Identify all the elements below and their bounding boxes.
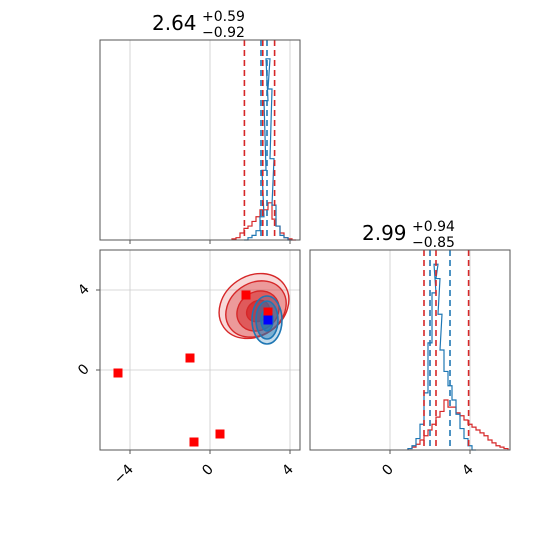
- svg-text:+0.59: +0.59: [202, 9, 245, 25]
- x-tick-label: 0: [379, 462, 397, 480]
- panel-title: 2.99 +0.94−0.85: [362, 219, 455, 251]
- svg-text:+0.94: +0.94: [412, 219, 455, 235]
- red-marker: [241, 290, 251, 300]
- axes-frame: [99, 39, 301, 241]
- blue-histogram: [244, 58, 292, 241]
- red-marker: [113, 368, 123, 378]
- x-tick-label: 4: [459, 461, 477, 479]
- x-tick-label: 0: [199, 462, 217, 480]
- scatter-panel-bottom-left: −4 0 4 0 4: [75, 249, 301, 487]
- svg-text:−0.92: −0.92: [202, 25, 245, 41]
- red-histogram: [407, 399, 509, 450]
- svg-text:−0.85: −0.85: [412, 235, 455, 251]
- y-tick-label: 4: [75, 281, 93, 299]
- panel-title: 2.64 +0.59−0.92: [152, 9, 245, 41]
- red-marker: [215, 429, 225, 439]
- x-tick-label: −4: [111, 461, 137, 487]
- y-tick-label: 0: [75, 361, 93, 379]
- svg-text:2.99: 2.99: [362, 221, 407, 245]
- x-tick-label: 4: [279, 461, 297, 479]
- red-marker: [185, 353, 195, 363]
- axes-frame: [309, 249, 511, 451]
- red-marker: [263, 307, 273, 317]
- svg-text:2.64: 2.64: [152, 11, 197, 35]
- blue-histogram: [407, 263, 476, 451]
- axes-frame: [99, 249, 301, 451]
- red-marker: [189, 437, 199, 447]
- histogram-panel-top: 2.64 +0.59−0.92: [99, 9, 301, 244]
- histogram-panel-bottom-right: 0 4 2.99 +0.94−0.85: [309, 219, 511, 480]
- blue-marker: [263, 315, 273, 325]
